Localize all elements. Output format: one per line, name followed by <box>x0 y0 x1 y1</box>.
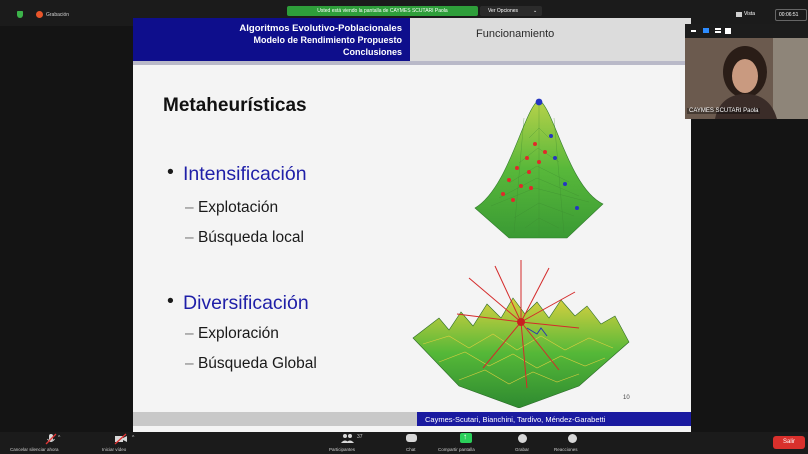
exploration-landscape-figure <box>412 260 630 408</box>
unmute-label: Cancelar silenciar ahora <box>10 447 59 452</box>
slide-title: Metaheurísticas <box>163 95 307 116</box>
recording-label[interactable]: Grabación <box>46 12 70 18</box>
bullet-dot: • <box>167 161 174 183</box>
strip-view-icon[interactable] <box>715 28 721 30</box>
unmute-button[interactable]: ^ Cancelar silenciar ahora <box>10 433 90 453</box>
section-title: Algoritmos Evolutivo-Poblacionales <box>239 23 402 34</box>
shield-icon[interactable] <box>17 11 23 18</box>
share-banner-text: Usted está viendo la pantalla de CAYMES … <box>317 8 448 14</box>
record-icon <box>518 434 527 443</box>
meeting-timer: 00:06:51 <box>779 12 799 18</box>
bullet-label: Intensificación <box>183 163 307 185</box>
start-video-button[interactable]: ^ Iniciar vídeo <box>92 433 152 453</box>
view-options-label: Ver Opciones <box>488 8 519 14</box>
slide-footer-bar <box>133 412 417 426</box>
participant-name-tag: CAYMES SCUTARI Paola <box>687 108 761 114</box>
chevron-up-icon[interactable]: ^ <box>58 435 61 441</box>
share-banner: Usted está viendo la pantalla de CAYMES … <box>287 6 478 16</box>
sub-bullet: – Búsqueda Global <box>185 355 317 372</box>
exploitation-surface-figure <box>474 98 604 239</box>
page-number: 10 <box>623 395 630 401</box>
view-options-button[interactable]: Ver Opciones ⌄ <box>480 6 542 16</box>
share-screen-icon <box>460 433 472 443</box>
sub-bullet: – Explotación <box>185 199 279 216</box>
video-controls <box>685 24 808 38</box>
leave-meeting-button[interactable]: Salir <box>773 436 805 449</box>
share-screen-label: Compartir pantalla <box>438 447 475 452</box>
section-title: Conclusiones <box>342 47 402 57</box>
participant-avatar <box>685 38 808 119</box>
sub-bullet: – Búsqueda local <box>185 229 304 246</box>
share-screen-button[interactable]: ↑ Compartir pantalla <box>436 432 496 453</box>
meeting-toolbar: ^ Cancelar silenciar ahora ^ Iniciar víd… <box>0 432 808 454</box>
smiley-icon <box>568 434 577 443</box>
shared-slide: Algoritmos Evolutivo-Poblacionales Model… <box>133 18 691 432</box>
sub-bullet-label: Búsqueda local <box>197 229 304 246</box>
slide-header-current: Funcionamiento <box>410 18 691 61</box>
grid-view-icon[interactable] <box>725 28 731 34</box>
participants-button[interactable]: 37 Participantes <box>325 433 371 453</box>
bullet-dot: • <box>167 290 174 312</box>
participants-label: Participantes <box>329 447 356 452</box>
camera-off-icon <box>114 433 127 445</box>
record-label: Grabar <box>515 447 530 452</box>
bullet-label: Diversificación <box>183 292 309 314</box>
participants-icon <box>341 434 354 443</box>
participants-count: 37 <box>357 434 363 440</box>
participant-video-panel[interactable]: CAYMES SCUTARI Paola <box>685 24 808 119</box>
speaker-view-icon[interactable] <box>703 28 709 33</box>
arrow-up-icon: ↑ <box>463 432 467 441</box>
sub-bullet-label: Búsqueda Global <box>197 355 317 372</box>
view-label: Vista <box>744 11 756 17</box>
sub-bullet: – Exploración <box>185 325 279 342</box>
section-title: Modelo de Rendimiento Propuesto <box>253 35 402 45</box>
reactions-button[interactable]: Reacciones <box>552 433 592 453</box>
slide-header-sections: Algoritmos Evolutivo-Poblacionales Model… <box>133 18 410 61</box>
slide-footer-authors: Caymes-Scutari, Bianchini, Tardivo, Ménd… <box>417 412 691 426</box>
start-video-label: Iniciar vídeo <box>102 447 127 452</box>
authors-text: Caymes-Scutari, Bianchini, Tardivo, Ménd… <box>425 415 606 424</box>
reactions-label: Reacciones <box>554 447 578 452</box>
sub-bullet-label: Exploración <box>197 325 279 342</box>
sub-bullet-label: Explotación <box>197 199 279 216</box>
leave-label: Salir <box>782 439 795 445</box>
chevron-down-icon: ⌄ <box>533 8 538 14</box>
record-indicator-icon <box>36 11 43 18</box>
minimize-icon[interactable] <box>691 30 696 32</box>
current-section-title: Funcionamiento <box>476 28 555 40</box>
chevron-up-icon[interactable]: ^ <box>132 435 135 441</box>
chat-label: Chat <box>406 447 416 452</box>
timer-box: 00:06:51 <box>775 9 807 21</box>
chat-icon <box>406 434 417 442</box>
microphone-muted-icon <box>45 433 57 445</box>
record-button[interactable]: Grabar <box>511 433 535 453</box>
grid-view-icon <box>736 12 742 17</box>
chat-button[interactable]: Chat <box>400 433 424 453</box>
header-divider <box>133 61 691 65</box>
